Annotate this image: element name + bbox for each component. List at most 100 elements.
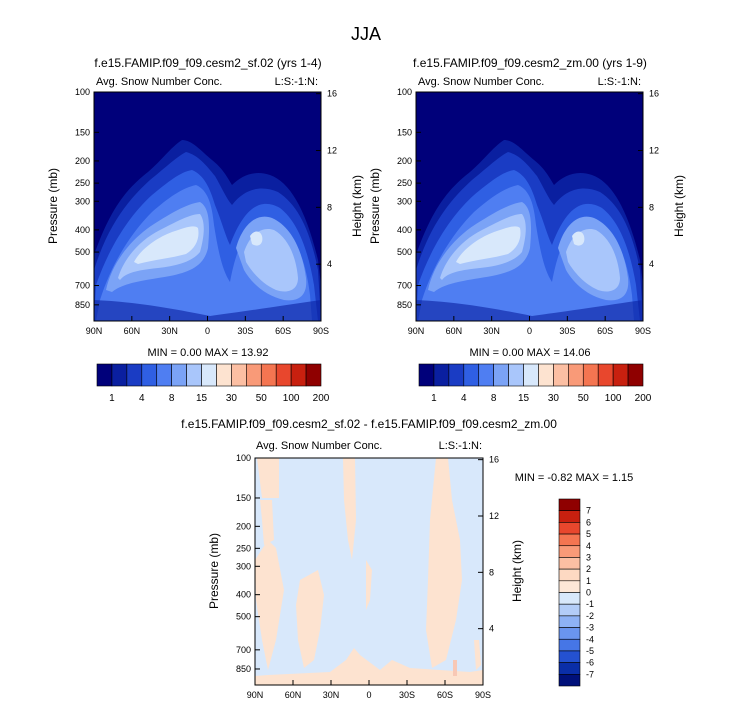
colorbar-diff-label: 3 [586, 552, 591, 562]
colorbar-b-swatch [433, 363, 450, 387]
colorbar-diff-swatch [558, 522, 581, 535]
panel-a-ylabel-right: Height (km) [350, 175, 364, 237]
panel-a: f.e15.FAMIP.f09_f09.cesm2_sf.02 (yrs 1-4… [46, 56, 364, 359]
colorbar-diff-label: 2 [586, 564, 591, 574]
colorbar-a-swatch [156, 363, 172, 387]
colorbar-a-swatch [141, 363, 158, 387]
colorbar-a-swatch [111, 363, 128, 387]
panel-a-ytick-label: 500 [75, 247, 90, 257]
panel-b-contours [416, 92, 643, 321]
colorbar-diff-label: -4 [586, 634, 594, 644]
colorbar-a-swatch [246, 363, 262, 387]
panel-c-xtick-label: 30N [323, 690, 340, 700]
panel-b-title: f.e15.FAMIP.f09_f09.cesm2_zm.00 (yrs 1-9… [413, 56, 647, 70]
colorbar-b-swatch [418, 363, 435, 387]
colorbar-a-swatch [275, 363, 292, 387]
colorbar-a-swatch [216, 363, 232, 387]
panel-c-ylabel: Pressure (mb) [207, 533, 221, 609]
colorbar-diff-label: 6 [586, 517, 591, 527]
panel-a-contours [94, 92, 321, 321]
colorbar-diff: 76 5 43 2 1 0-1 -2 -3-4 -5 -6-7 [558, 498, 594, 687]
panel-b-ytick-label: 300 [397, 196, 412, 206]
panel-b-height-tick-label: 8 [649, 202, 654, 212]
colorbar-diff-swatch [558, 568, 581, 582]
colorbar-b-label: 1 [431, 393, 437, 404]
colorbar-a-label: 100 [283, 393, 300, 404]
panel-b-corner-label: L:S:-1:N: [598, 76, 641, 88]
panel-a-ylabel: Pressure (mb) [46, 168, 60, 244]
panel-a-height-tick-label: 8 [327, 202, 332, 212]
panel-b-stats: MIN = 0.00 MAX = 14.06 [469, 347, 590, 359]
colorbar-a-label: 200 [313, 393, 330, 404]
colorbar-b-label: 30 [548, 393, 560, 404]
panel-a-height-tick-label: 12 [327, 146, 337, 156]
panel-b-height-tick-label: 12 [649, 146, 659, 156]
panel-a-corner-label: L:S:-1:N: [275, 76, 318, 88]
panel-a-xtick-label: 60S [275, 326, 291, 336]
colorbar-b-swatch [463, 363, 480, 387]
colorbar-diff-label: -7 [586, 669, 594, 679]
panel-b-ytick-label: 150 [397, 127, 412, 137]
colorbar-b-swatch [597, 363, 614, 387]
colorbar-diff-swatch [558, 510, 581, 523]
panel-a-ytick-label: 700 [75, 281, 90, 291]
panel-a-height-tick-label: 16 [327, 89, 337, 99]
panel-b-ylabel-right: Height (km) [672, 175, 686, 237]
panel-b-ytick-label: 850 [397, 300, 412, 310]
colorbar-b-label: 200 [635, 393, 652, 404]
colorbar-diff-swatch [558, 498, 581, 511]
colorbar-diff-label: -3 [586, 623, 594, 633]
panel-c-xtick-label: 90S [475, 690, 491, 700]
colorbar-a-swatch [231, 363, 247, 387]
colorbar-diff-swatch [558, 662, 581, 675]
colorbar-b-label: 100 [605, 393, 622, 404]
colorbar-diff-swatch [558, 580, 581, 593]
panel-c-height-tick-label: 16 [489, 455, 499, 465]
panel-b-height-tick-label: 4 [649, 259, 654, 269]
colorbar-b-swatch [478, 363, 494, 387]
panel-a-ytick-label: 300 [75, 196, 90, 206]
colorbar-diff-swatch [558, 650, 581, 663]
panel-b-xtick-label: 60N [446, 326, 463, 336]
panel-c-xtick-label: 60S [437, 690, 453, 700]
colorbar-a-swatch [96, 363, 113, 387]
colorbar-diff-label: 0 [586, 588, 591, 598]
panel-c-stats: MIN = -0.82 MAX = 1.15 [515, 472, 634, 484]
panel-b-height-tick-label: 16 [649, 89, 659, 99]
panel-b-ytick-label: 500 [397, 247, 412, 257]
panel-b-axes: 100 150 200 250 300 400 500 700 850 16 12 8 4 90N 60N 3… [397, 87, 659, 336]
panel-a-ytick-label: 100 [75, 87, 90, 97]
colorbar-a-swatch [171, 363, 187, 387]
panel-b-ylabel: Pressure (mb) [368, 168, 382, 244]
colorbar-diff-swatch [558, 638, 581, 652]
panel-b-xtick-label: 60S [597, 326, 613, 336]
colorbar-diff-swatch [558, 592, 581, 605]
panel-c-axes: 100 150 200 250 300 400 500 700 850 16 12 8 4 90N 60N 3… [236, 453, 499, 700]
colorbar-b-swatch [508, 363, 524, 387]
colorbar-panel-a: 1 4 8 15 30 50 100 200 [96, 363, 330, 404]
colorbar-b-swatch [568, 363, 584, 387]
panel-b-xtick-label: 30S [559, 326, 575, 336]
colorbar-b-swatch [538, 363, 554, 387]
panel-a-xtick-label: 90S [313, 326, 329, 336]
colorbar-b-swatch [627, 363, 644, 387]
panel-c-height-tick-label: 4 [489, 624, 494, 634]
panel-b-xtick-label: 90S [635, 326, 651, 336]
colorbar-b-label: 15 [518, 393, 530, 404]
colorbar-b-label: 4 [461, 393, 467, 404]
panel-c-field-label: Avg. Snow Number Conc. [256, 440, 382, 452]
panel-c-contours [255, 458, 483, 685]
panel-b-xtick-label: 90N [408, 326, 425, 336]
panel-a-ytick-label: 250 [75, 178, 90, 188]
panel-a-ytick-label: 200 [75, 156, 90, 166]
panel-b-xtick-label: 30N [483, 326, 500, 336]
panel-a-ytick-label: 850 [75, 300, 90, 310]
colorbar-a-swatch [186, 363, 202, 387]
colorbar-b-swatch [448, 363, 465, 387]
colorbar-diff-swatch [558, 674, 581, 687]
colorbar-a-label: 30 [226, 393, 238, 404]
panel-a-ytick-label: 400 [75, 225, 90, 235]
panel-c-ytick-label: 300 [236, 561, 251, 571]
panel-c-ytick-label: 850 [236, 664, 251, 674]
